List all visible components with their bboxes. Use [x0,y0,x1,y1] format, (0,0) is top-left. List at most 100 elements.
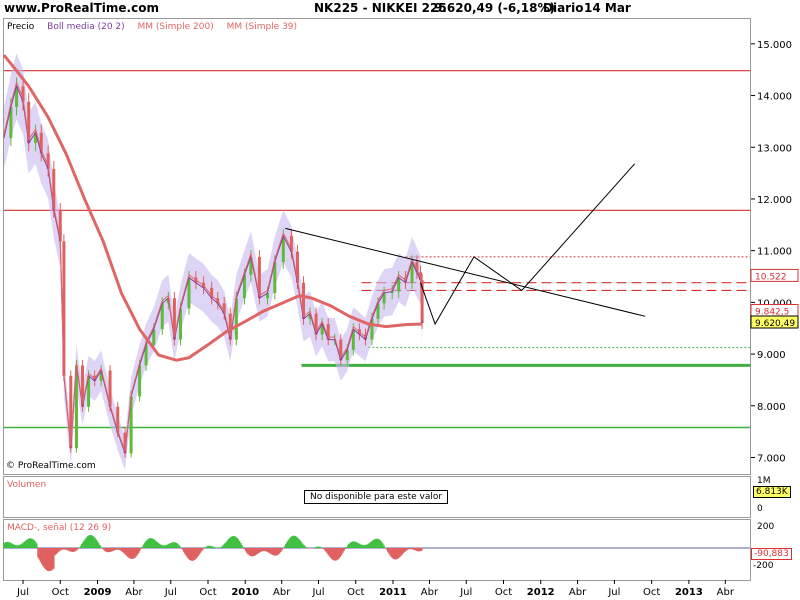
price-candle-body [52,168,56,211]
x-tick-label: Jul [164,587,177,598]
mm200-line [2,54,423,362]
price-candle-body [81,365,85,407]
price-candle-body [87,375,91,407]
price-candle-body [187,277,191,309]
price-candle-body [21,86,25,102]
price-badge [750,268,799,282]
price-candle-body [138,365,142,397]
x-tick-label: 2012 [527,587,555,598]
price-y-axis: 7.000 8.000 9.000 10.000 11.000 12.000 13.000 1… [750,18,800,473]
site-title[interactable]: www.ProRealTime.com [4,1,159,15]
price-candle-body [410,262,414,283]
x-tick-label: Abr [125,587,143,598]
price-candle-body [420,280,424,324]
volume-axis-top: 1M [757,476,771,486]
price-candle-body [172,298,176,340]
price-axis-svg: 7.000 8.000 9.000 10.000 11.000 12.000 13.000 1… [750,40,799,464]
macd-axis-top: 200 [757,522,775,532]
price-candle-body [152,329,156,345]
y-tick-label: 14.000 [757,92,792,103]
volume-label: Volumen [7,480,47,490]
x-tick-label: Jul [607,587,620,598]
x-tick-label: Abr [273,587,291,598]
date-label: 14 Mar [584,1,631,15]
price-candle-body [370,318,374,340]
price-candle-body [222,303,226,314]
price-candle-body [289,236,293,252]
price-candle-body [178,308,182,340]
x-tick-label: 2011 [379,587,407,598]
price-candle-body [99,370,103,381]
price-candle-body [34,132,38,144]
price-candle-body [116,406,120,433]
price-candle-body [27,101,31,144]
x-tick-label: Jul [16,587,29,598]
price-chart-panel[interactable]: Precio Boll media (20 2) MM (Simple 200)… [2,18,751,475]
macd-y-axis: 200 -90,883 -200 [751,519,800,579]
price-candle-body [69,375,73,449]
price-candle-body [123,432,127,454]
price-candle-body [160,303,164,330]
y-tick-label: 12.000 [757,195,792,206]
time-x-axis: Jul Oct 2009 Abr Jul Oct 2010 Abr Jul Oct 2011 Abr J… [0,580,800,600]
copyright-label: © ProRealTime.com [6,461,96,471]
price-candle-body [376,303,380,319]
x-tick-label: Oct [643,587,660,598]
macd-svg [3,535,750,572]
volume-y-axis: 1M 6.813K 0 [751,476,800,516]
mm39-line [3,81,423,452]
price-candle-body [129,396,133,454]
x-tick-label: Oct [495,587,512,598]
price-candle-body [281,236,285,263]
price-candle-body [295,251,299,283]
price-candle-body [74,365,78,449]
price-candle-body [266,293,270,299]
price-candle-body [234,298,238,340]
chart-legend: Precio Boll media (20 2) MM (Simple 200)… [7,22,307,32]
price-candle-body [314,313,318,335]
volume-value-badge: 6.813K [753,486,791,498]
price-candle-body [351,329,355,350]
x-tick-label: 2010 [231,587,259,598]
y-tick-label: 9.000 [757,350,786,361]
macd-panel: MACD-, señal (12 26 9) [3,519,751,581]
price-chart-svg [2,53,750,470]
price-candle-body [390,291,394,294]
instrument-name: NK225 - NIKKEI 225 [314,1,447,15]
x-tick-label: Oct [52,587,69,598]
y-tick-label: 7.000 [757,453,786,464]
price-candle-body [415,262,419,273]
volume-axis-bottom: 0 [757,504,763,514]
x-tick-label: Jul [311,587,324,598]
price-candle-body [339,339,343,361]
period-label: Diario [543,1,584,15]
price-candle-body [397,277,401,292]
x-tick-label: Oct [199,587,216,598]
volume-panel: Volumen No disponible para este valor [3,476,751,518]
x-tick-label: 2013 [675,587,703,598]
price-candle-body [249,256,253,275]
macd-label: MACD-, señal (12 26 9) [7,523,112,533]
price-badge-label: 10.522 [755,272,787,282]
legend-boll: Boll media (20 2) [47,22,125,32]
x-tick-label: 2009 [84,587,112,598]
price-candle-body [257,256,261,299]
price-candle-body [9,106,13,138]
price-candle-body [15,86,19,107]
x-tick-label: Jul [459,587,472,598]
price-candle-body [228,313,232,340]
legend-mm39: MM (Simple 39) [226,22,298,32]
quote-value: 9.620,49 (-6,18%) [434,1,555,15]
price-candle-body [308,313,312,319]
legend-price: Precio [7,22,35,32]
price-candle-body [46,153,50,169]
macd-axis-bottom: -200 [753,561,774,571]
price-candle-body [58,210,62,242]
price-badge-label: 9.842,5 [755,308,789,318]
projection-line [420,163,636,326]
price-candle-body [302,282,306,319]
price-candle-body [39,132,43,154]
y-tick-label: 15.000 [757,40,792,51]
price-candle-body [144,344,148,366]
volume-unavailable-message: No disponible para este valor [304,490,449,504]
